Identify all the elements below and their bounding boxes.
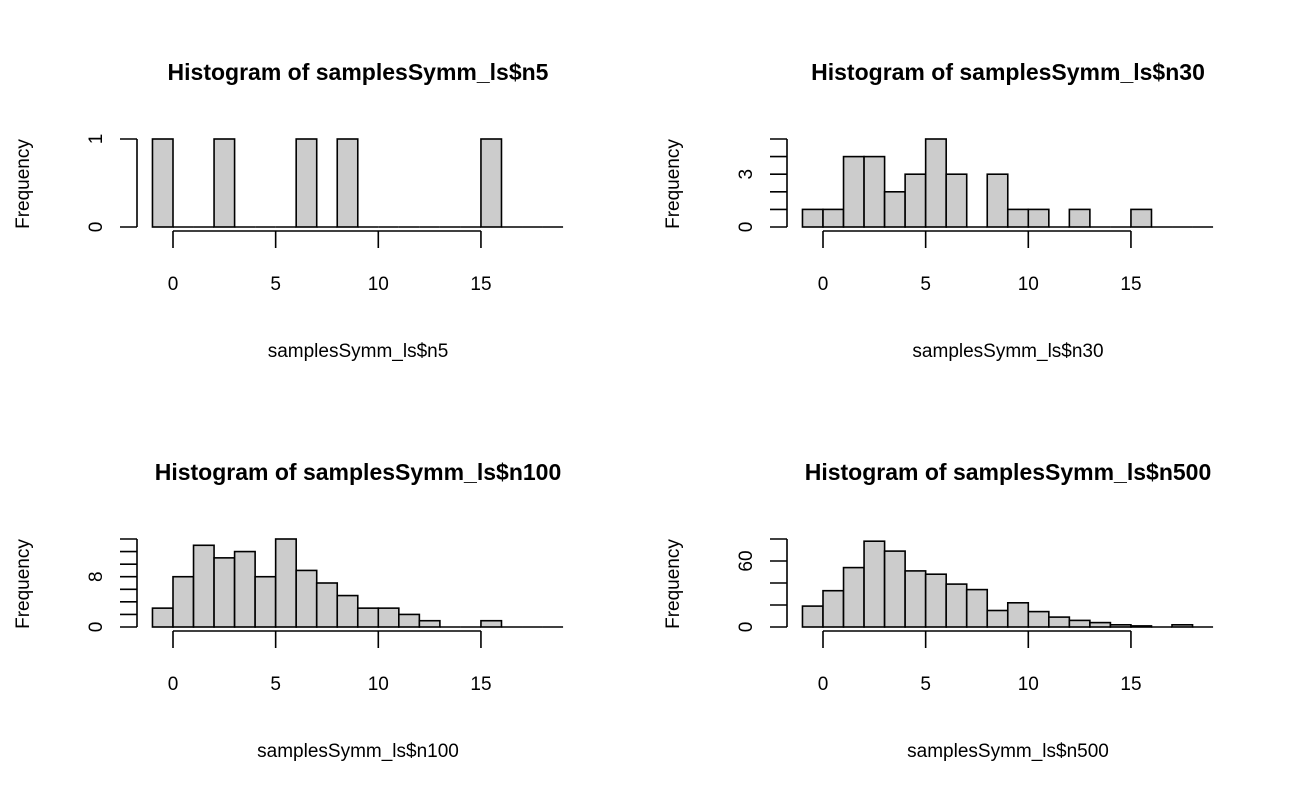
y-axis-label: Frequency bbox=[663, 139, 684, 229]
histogram-bar bbox=[986, 173, 1009, 228]
y-tick-label: 3 bbox=[736, 169, 757, 180]
y-tick-label: 0 bbox=[86, 222, 107, 233]
histogram-panel: 0 5 10 15 0 3 Histogram of samplesSymm_ls$n30s… bbox=[663, 59, 1214, 362]
histogram-bar bbox=[151, 607, 174, 628]
x-tick-label: 10 bbox=[1018, 274, 1039, 295]
histogram-bar bbox=[1006, 602, 1030, 628]
histogram-bar bbox=[904, 173, 927, 228]
histogram-bar bbox=[945, 583, 968, 628]
histogram-bar bbox=[213, 557, 236, 628]
x-axis-label: samplesSymm_ls$n500 bbox=[907, 741, 1109, 762]
histogram-bar bbox=[842, 155, 865, 228]
chart-title: Histogram of samplesSymm_ls$n5 bbox=[168, 59, 549, 85]
x-tick-label: 0 bbox=[168, 674, 179, 695]
histogram-bar bbox=[274, 538, 297, 628]
y-tick-label: 8 bbox=[86, 571, 107, 582]
x-tick-label: 15 bbox=[1120, 674, 1141, 695]
histogram-bar bbox=[1048, 616, 1071, 628]
y-tick-label: 60 bbox=[736, 550, 757, 571]
histogram-bar bbox=[398, 613, 421, 628]
x-tick-label: 0 bbox=[168, 274, 179, 295]
x-tick-label: 10 bbox=[368, 674, 389, 695]
histogram-bar bbox=[945, 173, 968, 228]
histogram-panel: 0 5 10 15 0 8 Histogram of samplesSymm_ls$n100… bbox=[13, 459, 564, 762]
histogram-bar bbox=[295, 138, 318, 228]
histogram-bar bbox=[480, 138, 503, 228]
histogram-bar bbox=[1027, 208, 1050, 228]
histogram-bar bbox=[1068, 208, 1091, 228]
histogram-bar bbox=[295, 569, 318, 628]
histogram-bar bbox=[1109, 624, 1132, 628]
x-axis-label: samplesSymm_ls$n30 bbox=[912, 341, 1103, 362]
x-tick-label: 10 bbox=[368, 274, 389, 295]
histogram-bar bbox=[1068, 619, 1091, 628]
histogram-bar bbox=[822, 208, 845, 228]
y-axis-label: Frequency bbox=[13, 139, 34, 229]
histogram-bar bbox=[480, 619, 503, 628]
x-axis-label: samplesSymm_ls$n5 bbox=[268, 341, 449, 362]
histogram-bar bbox=[356, 607, 380, 628]
histogram-bar bbox=[1130, 625, 1153, 628]
histogram-bar bbox=[1130, 208, 1153, 228]
histogram-bar bbox=[315, 582, 339, 628]
histogram-bar bbox=[904, 570, 927, 628]
histogram-bar bbox=[1027, 610, 1050, 628]
histogram-bar bbox=[336, 594, 359, 628]
histogram-bar bbox=[1171, 624, 1194, 628]
histogram-bar bbox=[986, 609, 1009, 628]
histogram-bar bbox=[822, 589, 845, 628]
histogram-bar bbox=[172, 575, 195, 628]
y-tick-label: 0 bbox=[736, 622, 757, 633]
histogram-bar bbox=[233, 550, 256, 628]
x-tick-label: 0 bbox=[818, 274, 829, 295]
histogram-panel: 0 5 10 15 0 60 Histogram of samplesSymm_ls$n50… bbox=[663, 459, 1214, 762]
y-axis-label: Frequency bbox=[13, 539, 34, 629]
histogram-bar bbox=[1089, 621, 1112, 628]
x-tick-label: 15 bbox=[470, 274, 491, 295]
histogram-bar bbox=[1006, 208, 1030, 228]
chart-title: Histogram of samplesSymm_ls$n100 bbox=[155, 459, 562, 485]
x-tick-label: 5 bbox=[270, 274, 281, 295]
histogram-bar bbox=[377, 607, 400, 628]
histogram-bar bbox=[254, 575, 277, 628]
x-axis-label: samplesSymm_ls$n100 bbox=[257, 741, 459, 762]
histogram-bar bbox=[151, 138, 174, 228]
histogram-bar bbox=[418, 619, 441, 628]
histogram-bar bbox=[801, 208, 824, 228]
x-tick-label: 5 bbox=[270, 674, 281, 695]
histogram-bar bbox=[924, 138, 947, 228]
histogram-bar bbox=[924, 573, 947, 628]
histogram-panel: 0 5 10 15 0 1 Histogram of samplesSymm_ls$n5sa… bbox=[13, 59, 564, 362]
x-tick-label: 15 bbox=[470, 674, 491, 695]
histogram-bar bbox=[801, 605, 824, 628]
histogram-bar bbox=[336, 138, 359, 228]
x-tick-label: 5 bbox=[920, 674, 931, 695]
histogram-bar bbox=[965, 588, 989, 628]
histogram-bar bbox=[883, 191, 906, 228]
x-tick-label: 15 bbox=[1120, 274, 1141, 295]
chart-title: Histogram of samplesSymm_ls$n30 bbox=[811, 59, 1205, 85]
histogram-bar bbox=[842, 566, 865, 628]
histogram-bar bbox=[883, 550, 906, 628]
histogram-bar bbox=[863, 155, 886, 228]
x-tick-label: 0 bbox=[818, 674, 829, 695]
y-tick-label: 0 bbox=[86, 622, 107, 633]
histogram-bar bbox=[863, 540, 886, 628]
y-axis-label: Frequency bbox=[663, 539, 684, 629]
y-tick-label: 0 bbox=[736, 222, 757, 233]
chart-title: Histogram of samplesSymm_ls$n500 bbox=[805, 459, 1212, 485]
histogram-bar bbox=[192, 544, 215, 628]
x-tick-label: 5 bbox=[920, 274, 931, 295]
y-tick-label: 1 bbox=[86, 134, 107, 145]
histogram-bar bbox=[213, 138, 236, 228]
x-tick-label: 10 bbox=[1018, 674, 1039, 695]
